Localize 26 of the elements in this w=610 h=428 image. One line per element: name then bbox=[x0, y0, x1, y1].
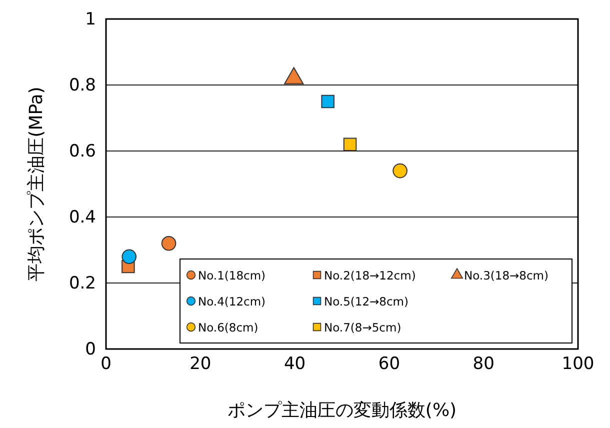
legend-label: No.2(18→12cm) bbox=[324, 268, 416, 282]
legend-label: No.4(12cm) bbox=[198, 294, 266, 308]
y-tick-label: 0.8 bbox=[68, 75, 96, 96]
legend-label: No.1(18cm) bbox=[198, 268, 266, 282]
x-tick-label: 60 bbox=[378, 354, 400, 374]
point bbox=[343, 138, 357, 152]
y-tick-label: 0.4 bbox=[68, 207, 96, 228]
point bbox=[161, 236, 176, 251]
x-tick-label: 20 bbox=[190, 354, 212, 374]
y-tick-label: 0.6 bbox=[68, 141, 96, 162]
legend-label: No.3(18→8cm) bbox=[464, 268, 548, 282]
legend-label: No.6(8cm) bbox=[198, 320, 258, 334]
x-axis-title: ポンプ主油圧の変動係数(%) bbox=[227, 400, 457, 421]
point bbox=[392, 163, 408, 178]
x-tick-label: 0 bbox=[100, 354, 112, 374]
point bbox=[321, 94, 334, 108]
point bbox=[122, 249, 137, 264]
y-tick-label: 0 bbox=[85, 339, 96, 360]
y-tick-label: 1 bbox=[85, 9, 96, 30]
x-tick-label: 40 bbox=[284, 354, 306, 374]
y-axis-title: 平均ポンプ主油圧(MPa) bbox=[26, 86, 47, 282]
x-tick-label: 100 bbox=[562, 354, 594, 374]
legend-label: No.7(8→5cm) bbox=[324, 320, 402, 334]
legend-label: No.5(12→8cm) bbox=[324, 294, 408, 308]
y-tick-label: 0.2 bbox=[68, 273, 96, 294]
x-tick-label: 80 bbox=[472, 354, 494, 374]
